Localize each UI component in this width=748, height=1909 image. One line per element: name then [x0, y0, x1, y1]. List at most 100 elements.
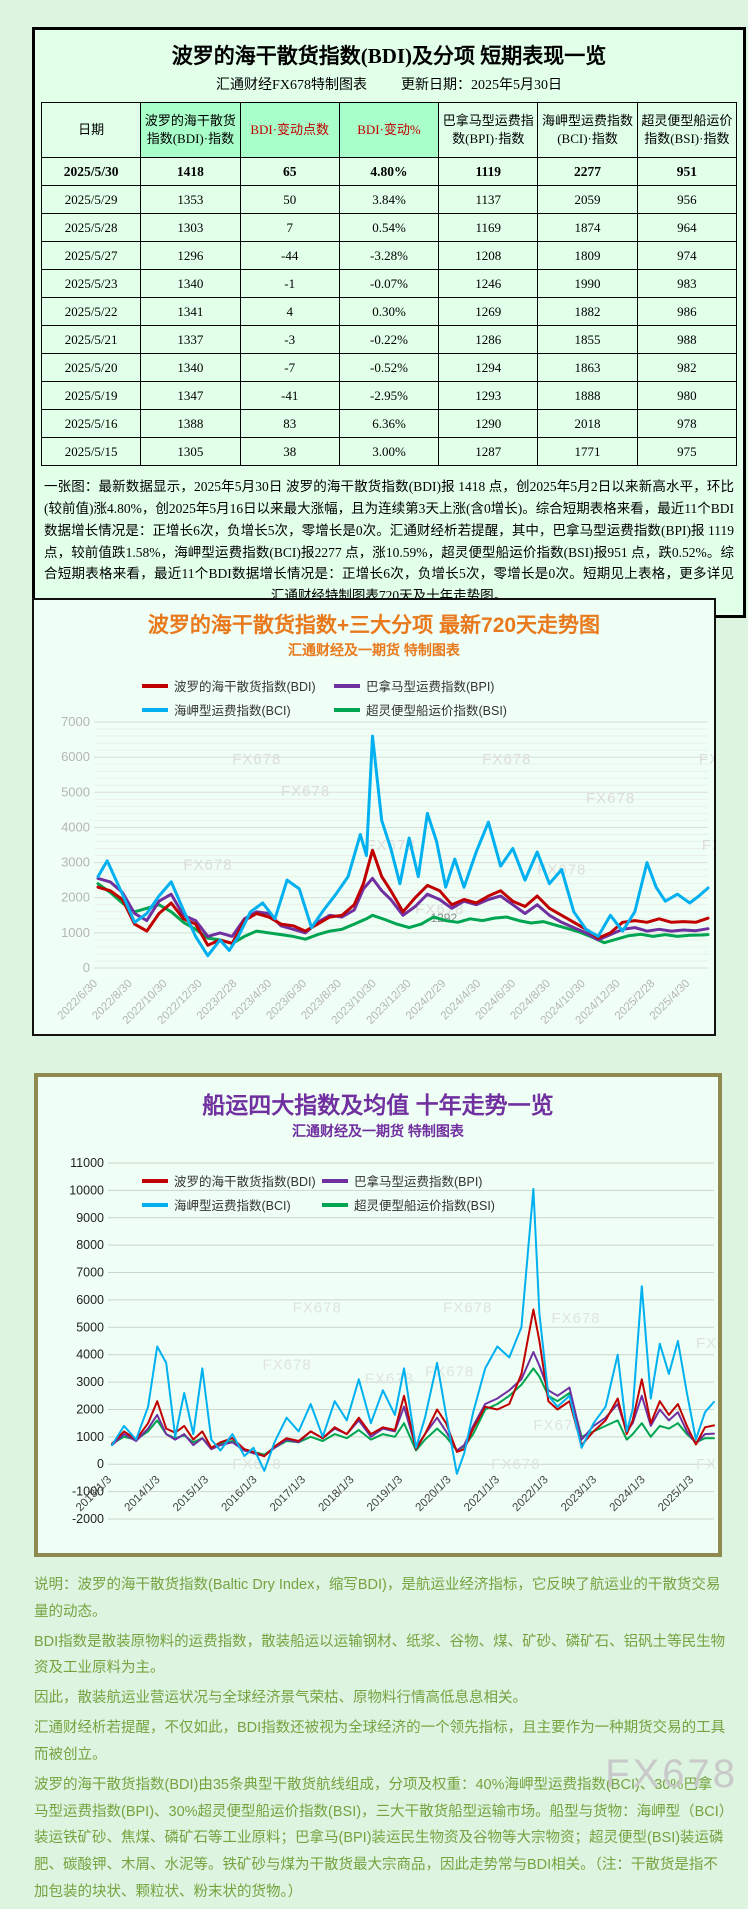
cell-value: 1293 [438, 381, 539, 410]
footer-lines: 说明：波罗的海干散货指数(Baltic Dry Index，缩写BDI)，是航运… [34, 1572, 726, 1906]
chart-watermark: FX678 [696, 1335, 722, 1352]
cell-value: -7 [239, 353, 340, 382]
cell-value: 1388 [140, 409, 241, 438]
cell-value: 964 [636, 213, 738, 242]
chart-720-plot: 0 1000 2000 3000 4000 5000 6000 7000 FX678 FX678 F… [34, 662, 714, 1034]
chart-watermark: FX678 [232, 1456, 281, 1473]
series-line-1 [96, 876, 710, 942]
col-header-2: BDI·变动点数 [239, 102, 340, 158]
chart-10y-subtitle: 汇通财经及一期货 特制图表 [292, 1123, 464, 1139]
legend-item-1: 巴拿马型运费指数(BPI) [334, 676, 507, 695]
cell-date: 2025/5/16 [40, 409, 142, 438]
cell-value: 975 [636, 437, 738, 466]
col-header-1: 波罗的海干散货指数(BDI)·指数 [140, 102, 241, 158]
legend-swatch-icon [142, 683, 168, 688]
table-subtitle-source: 汇通财经FX678特制图表 [216, 78, 367, 93]
cell-value: 83 [239, 409, 340, 438]
table-update-date: 更新日期：2025年5月30日 [400, 78, 562, 93]
table-row: 2025/5/15 1305 38 3.00% 1287 1771 975 [40, 437, 738, 466]
cell-value: 1341 [140, 297, 241, 326]
chart-watermark: FX678 [183, 857, 232, 874]
footer-line: 因此，散装航运业营运状况与全球经济景气荣枯、原物料行情高低息息相关。 [34, 1690, 527, 1707]
y-tick-label: 0 [97, 1457, 104, 1471]
cell-date: 2025/5/30 [40, 157, 142, 186]
cell-value: 1418 [140, 157, 241, 186]
chart-watermark: FX678 [482, 751, 531, 768]
series-line-0 [96, 848, 710, 947]
footer-line: 汇通财经析若提醒，不仅如此，BDI指数还被视为全球经济的一个领先指标，且主要作为… [34, 1720, 726, 1763]
y-tick-label: 6000 [76, 1293, 104, 1307]
bdi-short-term-card: 波罗的海干散货指数(BDI)及分项 短期表现一览 汇通财经FX678特制图表 更新… [32, 27, 746, 619]
cell-value: 983 [636, 269, 738, 298]
cell-date: 2025/5/23 [40, 269, 142, 298]
cell-value: 3.84% [338, 185, 440, 214]
legend-label: 巴拿马型运费指数(BPI) [354, 1175, 483, 1189]
cell-value: 1809 [537, 241, 638, 270]
cell-date: 2025/5/22 [40, 297, 142, 326]
cell-value: 1882 [537, 297, 638, 326]
y-tick-label: 4000 [61, 819, 90, 834]
cell-value: 1347 [140, 381, 241, 410]
bdi-table: 日期 波罗的海干散货指数(BDI)·指数 BDI·变动点数 BDI·变动% 巴拿马型运费… [40, 102, 738, 466]
legend-label: 巴拿马型运费指数(BPI) [366, 680, 495, 694]
legend-item-0: 波罗的海干散货指数(BDI) [142, 1171, 322, 1190]
cell-value: 4.80% [338, 157, 440, 186]
table-row: 2025/5/28 1303 7 0.54% 1169 1874 964 [40, 213, 738, 242]
legend-label: 波罗的海干散货指数(BDI) [174, 680, 316, 694]
x-tick-label: 2020/1/3 [414, 1474, 454, 1514]
x-tick-label: 2022/1/3 [511, 1474, 551, 1514]
chart-10y-title: 船运四大指数及均值 十年走势一览 [202, 1092, 554, 1118]
chart-watermark: FX678 [586, 790, 635, 807]
cell-date: 2025/5/27 [40, 241, 142, 270]
cell-value: 1246 [438, 269, 539, 298]
footer-line: BDI指数是散装原物料的运费指数，散装船运以运输钢材、纸浆、谷物、煤、矿砂、磷矿… [34, 1633, 726, 1677]
cell-value: 6.36% [338, 409, 440, 438]
cell-value: 974 [636, 241, 738, 270]
cell-date: 2025/5/28 [40, 213, 142, 242]
cell-value: 1208 [438, 241, 539, 270]
table-subtitle: 汇通财经FX678特制图表 更新日期：2025年5月30日 [41, 74, 737, 94]
y-tick-label: -1000 [72, 1485, 104, 1499]
x-tick-label: 2019/1/3 [365, 1474, 405, 1514]
x-tick-label: 2014/1/3 [122, 1474, 162, 1514]
chart-10y-legend: 波罗的海干散货指数(BDI) 巴拿马型运费指数(BPI) 海岬型运费指数(BCI) 超… [142, 1171, 495, 1214]
legend-swatch-icon [142, 707, 168, 712]
legend-item-3: 超灵便型船运价指数(BSI) [322, 1195, 495, 1214]
cell-value: 1340 [140, 269, 241, 298]
y-tick-label: 8000 [76, 1238, 104, 1252]
cell-value: -0.22% [338, 325, 440, 354]
x-tick-label: 2025/1/3 [656, 1474, 696, 1514]
cell-value: 1137 [438, 185, 539, 214]
cell-date: 2025/5/19 [40, 381, 142, 410]
legend-label: 波罗的海干散货指数(BDI) [174, 1175, 316, 1189]
col-header-0: 日期 [40, 102, 142, 158]
table-row: 2025/5/22 1341 4 0.30% 1269 1882 986 [40, 297, 738, 326]
legend-item-0: 波罗的海干散货指数(BDI) [142, 676, 334, 695]
chart-watermark: FX678 [551, 1310, 600, 1327]
chart-watermark: FX678 [533, 1417, 582, 1434]
table-row: 2025/5/29 1353 50 3.84% 1137 2059 956 [40, 185, 738, 214]
x-tick-label: 2021/1/3 [462, 1474, 502, 1514]
y-tick-label: 10000 [69, 1183, 104, 1197]
chart-10y-card: 船运四大指数及均值 十年走势一览 汇通财经及一期货 特制图表 波罗的海干散货指数… [34, 1073, 722, 1557]
cell-value: -0.52% [338, 353, 440, 382]
cell-date: 2025/5/20 [40, 353, 142, 382]
y-tick-label: 5000 [61, 784, 90, 799]
cell-value: -44 [239, 241, 340, 270]
legend-swatch-icon [334, 683, 360, 688]
chart-watermark: FX678 [425, 1364, 474, 1381]
cell-value: 1337 [140, 325, 241, 354]
cell-value: 1294 [438, 353, 539, 382]
table-row: 2025/5/19 1347 -41 -2.95% 1293 1888 980 [40, 381, 738, 410]
y-tick-label: 4000 [76, 1348, 104, 1362]
col-header-6: 超灵便型船运价指数(BSI)·指数 [636, 102, 738, 158]
cell-date: 2025/5/21 [40, 325, 142, 354]
footer-line: 说明：波罗的海干散货指数(Baltic Dry Index，缩写BDI)，是航运… [34, 1577, 721, 1620]
cell-value: 3.00% [338, 437, 440, 466]
chart-watermark: FX678 [443, 1300, 492, 1317]
chart-watermark: FX678 [702, 837, 716, 854]
cell-value: 0.54% [338, 213, 440, 242]
cell-value: 1119 [438, 157, 539, 186]
x-tick-label: 2017/1/3 [268, 1474, 308, 1514]
series-line-2 [96, 734, 710, 958]
